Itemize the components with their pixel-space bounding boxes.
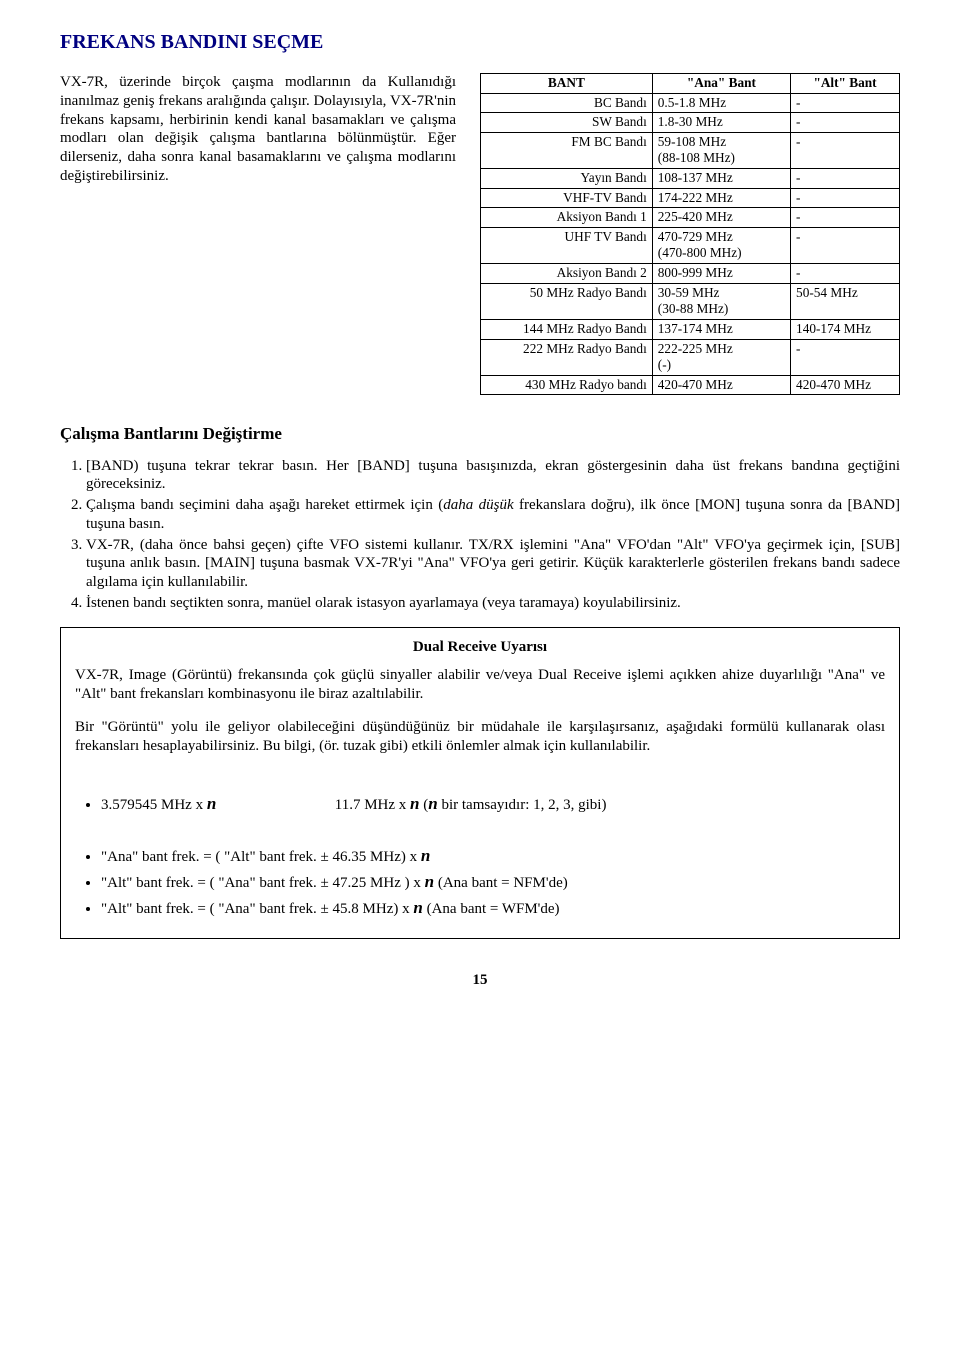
table-cell: 108-137 MHz bbox=[652, 169, 790, 189]
table-cell: 59-108 MHz(88-108 MHz) bbox=[652, 132, 790, 168]
frequency-table-wrap: BANT"Ana" Bant"Alt" Bant BC Bandı0.5-1.8… bbox=[480, 73, 900, 395]
page: FREKANS BANDINI SEÇME VX-7R, üzerinde bi… bbox=[30, 0, 930, 1010]
step-item: Çalışma bandı seçimini daha aşağı hareke… bbox=[86, 496, 900, 534]
formula-list-1: 3.579545 MHz x n 11.7 MHz x n (n bir tam… bbox=[101, 793, 885, 815]
table-cell: - bbox=[791, 132, 900, 168]
intro-paragraph: VX-7R, üzerinde birçok çaışma modlarının… bbox=[60, 73, 456, 186]
box-paragraph-2: Bir "Görüntü" yolu ile geliyor olabilece… bbox=[75, 718, 885, 756]
table-cell: 222-225 MHz (-) bbox=[652, 339, 790, 375]
warning-box: Dual Receive Uyarısı VX-7R, Image (Görün… bbox=[60, 627, 900, 940]
table-cell: 140-174 MHz bbox=[791, 319, 900, 339]
table-cell: - bbox=[791, 339, 900, 375]
page-number: 15 bbox=[60, 971, 900, 990]
table-cell: 225-420 MHz bbox=[652, 208, 790, 228]
table-row: Aksiyon Bandı 1225-420 MHz- bbox=[481, 208, 900, 228]
table-header-row: BANT"Ana" Bant"Alt" Bant bbox=[481, 74, 900, 94]
table-header-cell: "Ana" Bant bbox=[652, 74, 790, 94]
table-cell: UHF TV Bandı bbox=[481, 227, 653, 263]
table-cell: - bbox=[791, 227, 900, 263]
table-cell: 50-54 MHz bbox=[791, 283, 900, 319]
table-row: Aksiyon Bandı 2800-999 MHz- bbox=[481, 264, 900, 284]
table-row: UHF TV Bandı470-729 MHz(470-800 MHz)- bbox=[481, 227, 900, 263]
table-cell: 144 MHz Radyo Bandı bbox=[481, 319, 653, 339]
table-cell: 50 MHz Radyo Bandı bbox=[481, 283, 653, 319]
table-cell: 420-470 MHz bbox=[791, 375, 900, 395]
table-row: FM BC Bandı59-108 MHz(88-108 MHz)- bbox=[481, 132, 900, 168]
box-paragraph-1: VX-7R, Image (Görüntü) frekansında çok g… bbox=[75, 666, 885, 704]
top-row: VX-7R, üzerinde birçok çaışma modlarının… bbox=[60, 73, 900, 395]
table-cell: VHF-TV Bandı bbox=[481, 188, 653, 208]
table-row: BC Bandı0.5-1.8 MHz- bbox=[481, 93, 900, 113]
table-cell: - bbox=[791, 113, 900, 133]
table-cell: 30-59 MHz(30-88 MHz) bbox=[652, 283, 790, 319]
table-cell: Aksiyon Bandı 1 bbox=[481, 208, 653, 228]
table-cell: 0.5-1.8 MHz bbox=[652, 93, 790, 113]
table-cell: - bbox=[791, 169, 900, 189]
step-item: VX-7R, (daha önce bahsi geçen) çifte VFO… bbox=[86, 536, 900, 592]
table-cell: 800-999 MHz bbox=[652, 264, 790, 284]
page-title: FREKANS BANDINI SEÇME bbox=[60, 30, 900, 55]
table-cell: FM BC Bandı bbox=[481, 132, 653, 168]
table-header-cell: "Alt" Bant bbox=[791, 74, 900, 94]
table-body: BC Bandı0.5-1.8 MHz-SW Bandı1.8-30 MHz-F… bbox=[481, 93, 900, 395]
table-cell: SW Bandı bbox=[481, 113, 653, 133]
table-cell: - bbox=[791, 264, 900, 284]
formula-left: 3.579545 MHz x n bbox=[101, 793, 331, 815]
formula-item: 3.579545 MHz x n 11.7 MHz x n (n bir tam… bbox=[101, 793, 885, 815]
table-cell: 1.8-30 MHz bbox=[652, 113, 790, 133]
table-cell: Yayın Bandı bbox=[481, 169, 653, 189]
frequency-table: BANT"Ana" Bant"Alt" Bant BC Bandı0.5-1.8… bbox=[480, 73, 900, 395]
table-cell: 430 MHz Radyo bandı bbox=[481, 375, 653, 395]
table-row: SW Bandı1.8-30 MHz- bbox=[481, 113, 900, 133]
table-cell: 470-729 MHz(470-800 MHz) bbox=[652, 227, 790, 263]
section-heading: Çalışma Bantlarını Değiştirme bbox=[60, 423, 900, 444]
table-cell: 222 MHz Radyo Bandı bbox=[481, 339, 653, 375]
table-cell: - bbox=[791, 188, 900, 208]
table-header-cell: BANT bbox=[481, 74, 653, 94]
table-row: 430 MHz Radyo bandı420-470 MHz420-470 MH… bbox=[481, 375, 900, 395]
table-row: 50 MHz Radyo Bandı30-59 MHz(30-88 MHz)50… bbox=[481, 283, 900, 319]
formula-list-2: "Ana" bant frek. = ( "Alt" bant frek. ± … bbox=[101, 845, 885, 918]
table-cell: Aksiyon Bandı 2 bbox=[481, 264, 653, 284]
table-cell: 137-174 MHz bbox=[652, 319, 790, 339]
step-item: [BAND) tuşuna tekrar tekrar basın. Her [… bbox=[86, 457, 900, 495]
table-row: VHF-TV Bandı174-222 MHz- bbox=[481, 188, 900, 208]
table-row: Yayın Bandı108-137 MHz- bbox=[481, 169, 900, 189]
table-cell: BC Bandı bbox=[481, 93, 653, 113]
table-head: BANT"Ana" Bant"Alt" Bant bbox=[481, 74, 900, 94]
table-cell: - bbox=[791, 93, 900, 113]
table-cell: 174-222 MHz bbox=[652, 188, 790, 208]
box-title: Dual Receive Uyarısı bbox=[75, 638, 885, 657]
table-row: 222 MHz Radyo Bandı222-225 MHz (-)- bbox=[481, 339, 900, 375]
formula-item: "Ana" bant frek. = ( "Alt" bant frek. ± … bbox=[101, 845, 885, 867]
table-cell: 420-470 MHz bbox=[652, 375, 790, 395]
table-cell: - bbox=[791, 208, 900, 228]
steps-list: [BAND) tuşuna tekrar tekrar basın. Her [… bbox=[86, 457, 900, 613]
formula-item: "Alt" bant frek. = ( "Ana" bant frek. ± … bbox=[101, 897, 885, 919]
formula-item: "Alt" bant frek. = ( "Ana" bant frek. ± … bbox=[101, 871, 885, 893]
table-row: 144 MHz Radyo Bandı137-174 MHz140-174 MH… bbox=[481, 319, 900, 339]
formula-right: 11.7 MHz x n (n bir tamsayıdır: 1, 2, 3,… bbox=[335, 797, 607, 813]
step-item: İstenen bandı seçtikten sonra, manüel ol… bbox=[86, 594, 900, 613]
